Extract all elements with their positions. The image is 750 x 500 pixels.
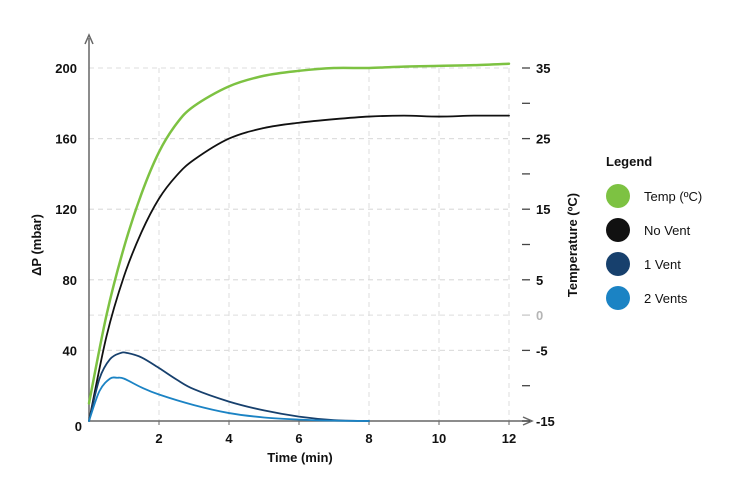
series-line-1-vent bbox=[88, 351, 370, 422]
legend-item-2-vents: 2 Vents bbox=[606, 281, 746, 315]
legend-swatch bbox=[606, 184, 630, 208]
legend: Legend Temp (ºC) No Vent 1 Vent 2 Vents bbox=[606, 154, 746, 315]
series-line-2-vents bbox=[88, 376, 370, 422]
x-tick-label: 12 bbox=[502, 431, 516, 446]
grid bbox=[89, 67, 510, 421]
legend-title: Legend bbox=[606, 154, 653, 169]
legend-swatch bbox=[606, 252, 630, 276]
y-tick-label: 0 bbox=[75, 419, 82, 434]
y2-tick-label: -5 bbox=[536, 343, 548, 358]
x-tick-label: 2 bbox=[155, 431, 162, 446]
y-tick-label: 120 bbox=[55, 202, 77, 217]
x-tick-label: 4 bbox=[225, 431, 233, 446]
series-line-temp-c bbox=[87, 62, 511, 405]
y2-tick-label: 15 bbox=[536, 202, 550, 217]
legend-item-1-vent: 1 Vent bbox=[606, 247, 746, 281]
y2-tick-label: 35 bbox=[536, 61, 550, 76]
series-line-no-vent bbox=[88, 114, 510, 422]
y2-tick-label: 25 bbox=[536, 132, 550, 147]
y2-tick-label: 5 bbox=[536, 273, 543, 288]
legend-label: 2 Vents bbox=[644, 290, 688, 306]
y-tick-label: 40 bbox=[63, 343, 77, 358]
legend-items: Temp (ºC) No Vent 1 Vent 2 Vents bbox=[606, 179, 746, 315]
x-tick-label: 6 bbox=[295, 431, 302, 446]
y-tick-label: 80 bbox=[63, 273, 77, 288]
legend-item-no-vent: No Vent bbox=[606, 213, 746, 247]
legend-swatch bbox=[606, 286, 630, 310]
legend-label: 1 Vent bbox=[644, 256, 681, 272]
legend-item-temp-c: Temp (ºC) bbox=[606, 179, 746, 213]
y2-tick-label: -15 bbox=[536, 414, 555, 429]
axes bbox=[84, 33, 534, 426]
y-tick-label: 160 bbox=[55, 132, 77, 147]
x-tick-label: 10 bbox=[432, 431, 446, 446]
legend-swatch bbox=[606, 218, 630, 242]
y-axis-title: ΔP (mbar) bbox=[29, 214, 44, 276]
y2-axis-title: Temperature (ºC) bbox=[565, 193, 580, 297]
series-lines bbox=[87, 62, 511, 422]
x-axis-arrow bbox=[522, 416, 534, 426]
y-axis-arrow bbox=[84, 33, 94, 45]
y-tick-label: 200 bbox=[55, 61, 77, 76]
y2-tick-label: 0 bbox=[536, 308, 543, 323]
legend-label: No Vent bbox=[644, 222, 691, 238]
x-tick-label: 8 bbox=[365, 431, 372, 446]
x-axis-title: Time (min) bbox=[267, 450, 333, 465]
legend-label: Temp (ºC) bbox=[644, 188, 703, 204]
